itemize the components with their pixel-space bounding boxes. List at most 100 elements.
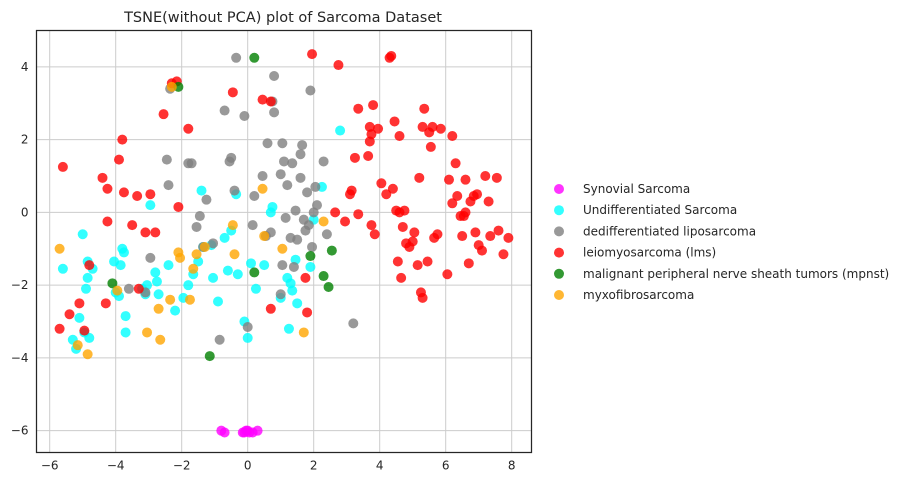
data-point	[353, 209, 364, 220]
data-point	[188, 263, 199, 274]
x-tick-label: 6	[442, 459, 450, 473]
data-point	[112, 285, 123, 296]
legend-marker	[554, 184, 564, 194]
data-point	[399, 205, 410, 216]
data-point	[419, 103, 430, 114]
data-point	[267, 201, 278, 212]
data-point	[72, 340, 83, 351]
y-tick-label: −4	[11, 351, 29, 365]
data-point	[249, 267, 260, 278]
data-point	[427, 121, 438, 132]
data-point	[275, 289, 286, 300]
data-point	[97, 172, 108, 183]
data-point	[447, 131, 458, 141]
data-point	[321, 229, 332, 240]
data-point	[74, 298, 85, 309]
data-point	[145, 252, 156, 263]
plot-frame	[35, 29, 533, 454]
data-point	[151, 276, 162, 287]
legend-marker	[554, 290, 564, 300]
y-tick-label: 2	[21, 133, 29, 147]
data-point	[498, 249, 509, 260]
data-point	[81, 283, 91, 294]
data-point	[163, 260, 174, 271]
x-tick-label: 8	[508, 459, 516, 473]
data-point	[312, 200, 322, 211]
data-point	[307, 241, 318, 252]
data-point	[186, 158, 197, 169]
data-point	[460, 174, 471, 185]
data-point	[57, 161, 68, 172]
data-point	[257, 183, 268, 194]
data-point	[414, 172, 425, 183]
data-point	[310, 181, 321, 192]
data-point	[145, 200, 156, 211]
data-point	[155, 334, 166, 345]
data-point	[417, 121, 428, 132]
data-point	[363, 151, 374, 162]
data-point	[140, 227, 151, 238]
series-5	[54, 81, 329, 360]
data-point	[485, 231, 496, 242]
data-point	[250, 283, 261, 294]
data-point	[118, 187, 129, 198]
data-point	[422, 256, 433, 267]
data-point	[295, 172, 306, 183]
data-point	[184, 294, 195, 305]
data-point	[277, 138, 288, 149]
data-point	[292, 234, 303, 245]
data-point	[226, 152, 237, 163]
data-point	[117, 134, 128, 145]
x-tick-label: −2	[173, 459, 191, 473]
grid	[36, 30, 532, 453]
data-point	[219, 232, 230, 243]
data-point	[323, 281, 334, 292]
x-axis-ticks: −6 −4 −2 0 2 4 6 8	[41, 459, 516, 473]
data-point	[373, 123, 384, 134]
data-point	[242, 332, 253, 343]
data-point	[227, 87, 238, 98]
series-0	[216, 425, 263, 438]
data-point	[283, 323, 294, 334]
data-point	[120, 327, 131, 338]
data-point	[326, 245, 337, 256]
data-point	[290, 205, 301, 216]
data-point	[457, 231, 468, 242]
data-point	[480, 171, 491, 182]
data-point	[425, 141, 436, 152]
data-point	[333, 60, 344, 71]
x-tick-label: 2	[310, 459, 318, 473]
data-point	[170, 305, 181, 316]
data-point	[114, 154, 124, 165]
data-point	[491, 172, 502, 183]
data-point	[318, 271, 329, 282]
data-point	[259, 231, 270, 242]
data-point	[161, 154, 172, 165]
data-point	[259, 260, 270, 271]
data-point	[340, 216, 351, 227]
data-point	[102, 216, 113, 227]
data-point	[262, 138, 273, 149]
data-point	[229, 185, 240, 196]
x-tick-label: −6	[41, 459, 59, 473]
data-point	[150, 267, 161, 278]
data-point	[229, 249, 240, 260]
series-3	[54, 49, 514, 336]
legend-label: myxofibrosarcoma	[583, 288, 694, 302]
data-point	[346, 185, 357, 196]
y-tick-label: 4	[21, 60, 29, 74]
series-4	[107, 52, 337, 362]
data-point	[77, 229, 88, 240]
data-point	[132, 191, 143, 202]
data-point	[292, 298, 303, 309]
data-point	[277, 260, 288, 271]
data-point	[381, 189, 392, 200]
data-point	[280, 212, 291, 223]
data-points	[54, 49, 514, 438]
data-point	[460, 207, 471, 218]
data-point	[118, 247, 129, 258]
x-tick-label: 0	[244, 459, 252, 473]
data-point	[369, 229, 380, 240]
data-point	[394, 131, 405, 141]
data-point	[376, 178, 387, 189]
